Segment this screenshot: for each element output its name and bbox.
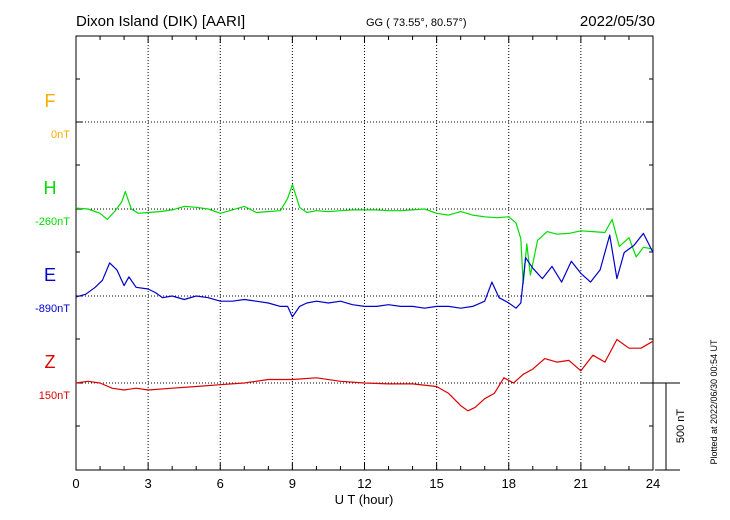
x-axis-label: U T (hour): [335, 492, 394, 507]
series-baseline-f: 0nT: [51, 129, 70, 141]
series-baseline-e: -890nT: [35, 303, 70, 315]
series-name-h: H: [44, 178, 57, 198]
x-tick-label: 21: [574, 476, 588, 491]
series-baseline-z: 150nT: [39, 390, 70, 402]
series-name-f: F: [45, 91, 56, 111]
series-name-e: E: [44, 265, 56, 285]
x-tick-label: 12: [357, 476, 371, 491]
x-tick-label: 15: [429, 476, 443, 491]
x-tick-labels: 0 3 6 9 12 15 18 21 24: [72, 476, 660, 491]
plotted-at-note: Plotted at 2022/06/30 00:54 UT: [709, 339, 719, 465]
series-line-z: [75, 338, 654, 412]
series-name-z: Z: [45, 352, 56, 372]
date-label: 2022/05/30: [580, 13, 655, 30]
x-tick-label: 24: [646, 476, 660, 491]
x-tick-label: 0: [72, 476, 79, 491]
scale-bar-label: 500 nT: [675, 409, 687, 444]
scale-bar: 500 nT: [641, 382, 687, 471]
series-line-h: [75, 184, 654, 285]
x-tick-label: 6: [217, 476, 224, 491]
series-lines: [75, 184, 654, 412]
coords-label: GG ( 73.55°, 80.57°): [366, 17, 467, 29]
series-baseline-h: -260nT: [35, 216, 70, 228]
series-labels: F 0nT H -260nT E -890nT Z 150nT: [35, 91, 70, 402]
x-tick-label: 9: [289, 476, 296, 491]
x-tick-label: 18: [502, 476, 516, 491]
x-tick-label: 3: [145, 476, 152, 491]
series-line-e: [75, 232, 654, 318]
grid-lines: [76, 36, 653, 470]
station-title: Dixon Island (DIK) [AARI]: [76, 13, 245, 30]
